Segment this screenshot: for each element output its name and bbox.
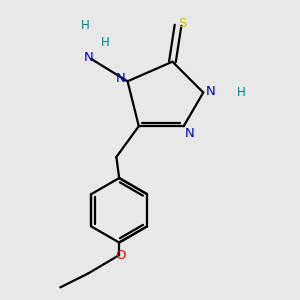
Text: N: N <box>83 51 93 64</box>
Text: S: S <box>178 17 186 30</box>
Text: N: N <box>184 127 194 140</box>
Text: H: H <box>81 19 90 32</box>
Text: H: H <box>101 36 110 49</box>
Text: H: H <box>237 86 245 99</box>
Text: N: N <box>206 85 215 98</box>
Text: N: N <box>116 72 125 85</box>
Text: O: O <box>115 249 126 262</box>
